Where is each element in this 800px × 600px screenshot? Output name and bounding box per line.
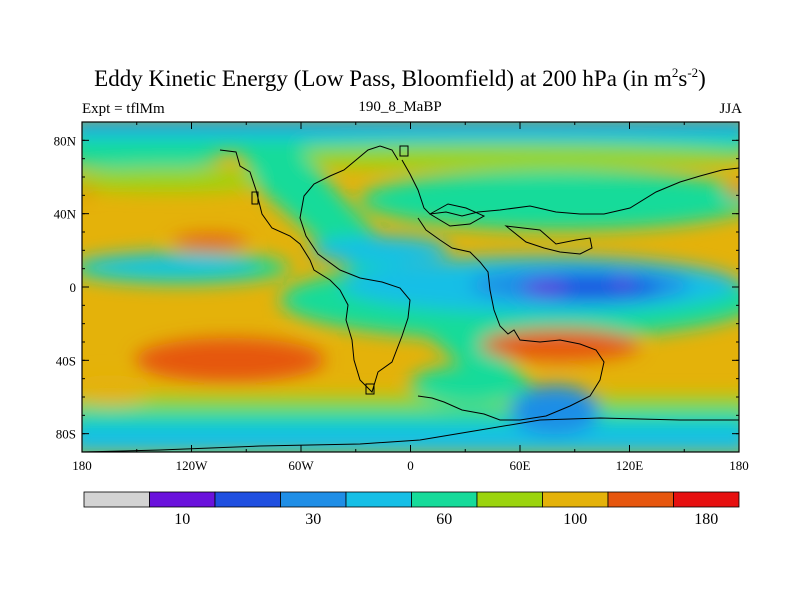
lat-tick-label: 0 <box>70 280 77 295</box>
colorbar-swatch <box>411 491 478 508</box>
antarctic-coast <box>82 417 739 452</box>
lon-tick-label: 180 <box>72 458 92 473</box>
small-island-2 <box>399 145 409 157</box>
lat-tick-label: 40S <box>56 353 76 368</box>
coastlines <box>82 145 739 452</box>
colorbar-swatch <box>476 491 543 508</box>
yellowgreen-west <box>82 168 280 192</box>
orange-max-north <box>172 235 248 251</box>
colorbar-swatch <box>149 491 216 508</box>
experiment-label: Expt = tflMm <box>82 101 165 117</box>
purple-minimum-east <box>615 277 631 287</box>
lon-tick-label: 60W <box>288 458 314 473</box>
run-label: 190_8_MaBP <box>358 99 442 115</box>
yellow-southwest <box>82 375 150 405</box>
green-lobe-north-west <box>82 150 220 170</box>
eke-field <box>82 122 739 452</box>
colorbar-label: 60 <box>436 511 452 528</box>
map-title: Eddy Kinetic Energy (Low Pass, Bloomfiel… <box>94 65 706 91</box>
eurasia-outline <box>401 159 739 217</box>
colorbar: 10 30 60 100 180 <box>83 491 740 528</box>
colorbar-swatch <box>280 491 347 508</box>
season-label: JJA <box>719 101 742 117</box>
colorbar-label: 10 <box>174 511 190 528</box>
small-island-3 <box>365 383 375 395</box>
lon-tick-label: 0 <box>407 458 414 473</box>
orange-max-west-edge <box>82 187 94 195</box>
blue-tongue-south <box>510 385 600 435</box>
colorbar-swatch <box>607 491 674 508</box>
lon-tick-label: 60E <box>510 458 531 473</box>
green-lobe-north-east <box>250 146 739 170</box>
colorbar-swatch <box>673 491 740 508</box>
mediterranean-outline <box>429 203 486 227</box>
colorbar-label: 100 <box>563 511 587 528</box>
lon-tick-label: 180 <box>729 458 749 473</box>
americas-outline <box>219 145 411 393</box>
green-tongue-south <box>410 365 530 405</box>
purple-minimum <box>523 282 567 294</box>
green-band-east <box>360 170 739 230</box>
lat-tick-label: 40N <box>54 207 77 222</box>
colorbar-swatch <box>345 491 412 508</box>
cyan-tropical-west <box>82 256 260 276</box>
longitude-axis: 180 120W 60W 0 60E 120E 180 <box>72 122 749 473</box>
small-island-1 <box>251 191 259 205</box>
colorbar-label: 180 <box>694 511 718 528</box>
lat-tick-label: 80S <box>56 427 76 442</box>
latitude-axis: 80N 40N 0 40S 80S <box>54 133 739 442</box>
orange-max-southwest <box>135 338 325 382</box>
lon-tick-label: 120W <box>176 458 209 473</box>
africa-outline <box>417 217 605 421</box>
colorbar-label: 30 <box>305 511 321 528</box>
colorbar-swatch <box>214 491 281 508</box>
orange-max-south <box>480 329 640 361</box>
colorbar-swatch <box>83 491 150 508</box>
lat-tick-label: 80N <box>54 133 77 148</box>
lon-tick-label: 120E <box>616 458 644 473</box>
arabia-outline <box>504 225 593 255</box>
orange-max-east-edge <box>724 186 739 196</box>
cyan-atlantic <box>310 236 450 264</box>
colorbar-swatch <box>542 491 609 508</box>
